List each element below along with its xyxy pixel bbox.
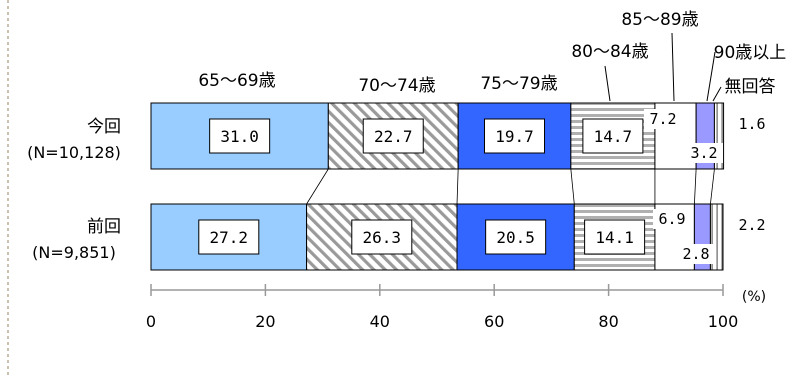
leader-line [706, 51, 716, 102]
value-label: 14.7 [594, 127, 633, 146]
value-label: 26.3 [363, 228, 402, 247]
value-label-box [584, 219, 646, 255]
leader-line [604, 65, 611, 102]
x-axis-tick-label: 20 [255, 312, 275, 331]
value-label: 14.1 [595, 228, 634, 247]
leader-line [712, 86, 722, 102]
value-label: 22.7 [374, 127, 413, 146]
series-label: 無回答 [725, 77, 776, 97]
value-label: 6.9 [658, 210, 685, 228]
value-label-box [644, 109, 682, 129]
value-label: 2.8 [682, 245, 709, 263]
series-label: 65～69歳 [198, 71, 275, 91]
segment-value-labels: 31.0 22.7 19.7 14.7 27.2 26.3 20.5 14.1 [198, 118, 646, 255]
value-label-box [653, 209, 691, 229]
leader-line [671, 32, 675, 102]
value-label: 20.5 [496, 228, 535, 247]
unit-label: (%) [742, 289, 766, 305]
value-label: 1.6 [738, 115, 765, 133]
row-sublabel: (N=10,128) [27, 143, 121, 162]
x-axis: 0 20 40 60 80 100 [146, 284, 738, 331]
connector-lines [306, 168, 715, 205]
bar-segment-current-7 [713, 102, 725, 170]
value-label: 7.2 [649, 110, 676, 128]
value-label-box [485, 219, 547, 255]
row-label: 前回 [87, 217, 121, 237]
value-label: 31.0 [220, 127, 259, 146]
series-label: 85～89歳 [621, 10, 698, 30]
value-label-box [582, 118, 644, 154]
x-axis-tick-label: 80 [598, 312, 618, 331]
value-label: 19.7 [495, 127, 534, 146]
row-label: 今回 [87, 117, 121, 137]
row-sublabel: (N=9,851) [32, 243, 116, 262]
value-label-box [351, 219, 413, 255]
series-label: 75～79歳 [480, 74, 557, 94]
x-axis-tick-label: 0 [146, 312, 156, 331]
row-labels: 今回 (N=10,128) 前回 (N=9,851) [27, 117, 121, 262]
value-label: 27.2 [210, 228, 249, 247]
x-axis-tick-label: 40 [370, 312, 390, 331]
value-label-box [685, 143, 723, 163]
connector-line [710, 168, 715, 205]
series-label: 80～84歳 [571, 42, 648, 62]
x-axis-tick-label: 100 [708, 312, 739, 331]
series-label: 70～74歳 [358, 76, 435, 96]
value-label-box [484, 118, 546, 154]
connector-line [694, 168, 697, 205]
value-label-box [677, 244, 715, 264]
value-label-box [209, 118, 271, 154]
connector-line [570, 168, 575, 205]
connector-line [306, 168, 329, 205]
value-label-box [198, 219, 260, 255]
series-label: 90歳以上 [714, 43, 787, 63]
connector-line [456, 168, 459, 205]
external-value-labels: 7.2 3.2 1.6 6.9 2.8 2.2 [644, 109, 766, 264]
value-label: 2.2 [738, 216, 765, 234]
value-label-box [362, 118, 424, 154]
x-axis-tick-label: 60 [484, 312, 504, 331]
value-label: 3.2 [690, 144, 717, 162]
